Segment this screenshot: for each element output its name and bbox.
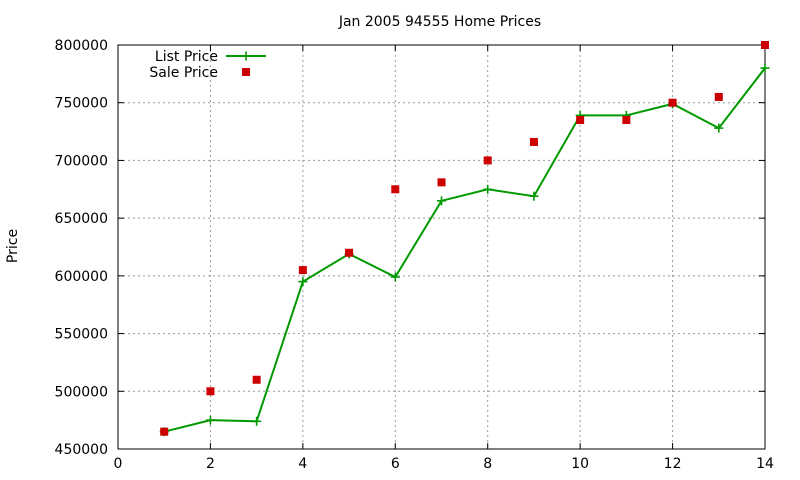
- sale-price-point: [761, 41, 769, 49]
- sale-price-point: [714, 92, 723, 101]
- series-list-price: [159, 63, 770, 437]
- sale-price-point: [622, 116, 631, 125]
- sale-price-point: [345, 248, 354, 257]
- sale-price-point: [298, 266, 307, 275]
- x-tick-label: 8: [483, 456, 492, 472]
- sale-price-point: [437, 178, 446, 187]
- x-tick-label: 10: [571, 456, 589, 472]
- list-price-point: [205, 415, 215, 425]
- list-price-point: [760, 63, 770, 73]
- y-tick-label: 600000: [55, 269, 108, 285]
- series-sale-price: [160, 41, 769, 436]
- legend-marker-sale-price: [242, 68, 250, 76]
- data-series: [159, 41, 770, 437]
- list-price-point: [483, 184, 493, 194]
- legend-label-sale-price: Sale Price: [149, 65, 218, 81]
- plot-border: [117, 44, 766, 450]
- y-tick-label: 450000: [55, 442, 108, 458]
- list-price-point: [437, 196, 446, 206]
- sale-price-point: [160, 427, 169, 436]
- x-tick-label: 0: [114, 456, 123, 472]
- x-tick-label: 14: [756, 456, 774, 472]
- sale-price-point: [483, 156, 492, 165]
- list-price-point: [252, 416, 262, 426]
- grid-lines: [118, 45, 765, 449]
- legend-marker-list-price: [241, 51, 251, 61]
- axes: 0 2 4 6 8 10 12 14 450000 500000 550000 600000 65000…: [55, 38, 774, 472]
- sale-price-point: [529, 137, 538, 146]
- list-price-point: [298, 277, 308, 287]
- y-tick-label: 700000: [55, 153, 108, 169]
- chart-title: Jan 2005 94555 Home Prices: [338, 14, 541, 30]
- y-tick-label: 650000: [55, 211, 108, 227]
- list-price-line: [163, 67, 766, 433]
- list-price-point: [714, 123, 724, 133]
- x-tick-label: 12: [664, 456, 682, 472]
- x-tick-label: 6: [391, 456, 400, 472]
- list-price-point: [529, 191, 539, 201]
- x-tick-label: 4: [298, 456, 307, 472]
- sale-price-point: [252, 375, 261, 384]
- y-axis-label: Price: [5, 229, 21, 263]
- y-tick-label: 550000: [55, 327, 108, 343]
- legend-label-list-price: List Price: [155, 49, 218, 65]
- sale-price-point: [206, 387, 215, 396]
- y-tick-label: 800000: [55, 38, 108, 54]
- y-tick-label: 750000: [55, 96, 108, 112]
- sale-price-point: [391, 185, 400, 194]
- list-price-point: [390, 272, 400, 282]
- sale-price-point: [576, 116, 585, 125]
- sale-price-point: [668, 98, 677, 107]
- y-tick-label: 500000: [55, 384, 108, 400]
- x-tick-label: 2: [206, 456, 215, 472]
